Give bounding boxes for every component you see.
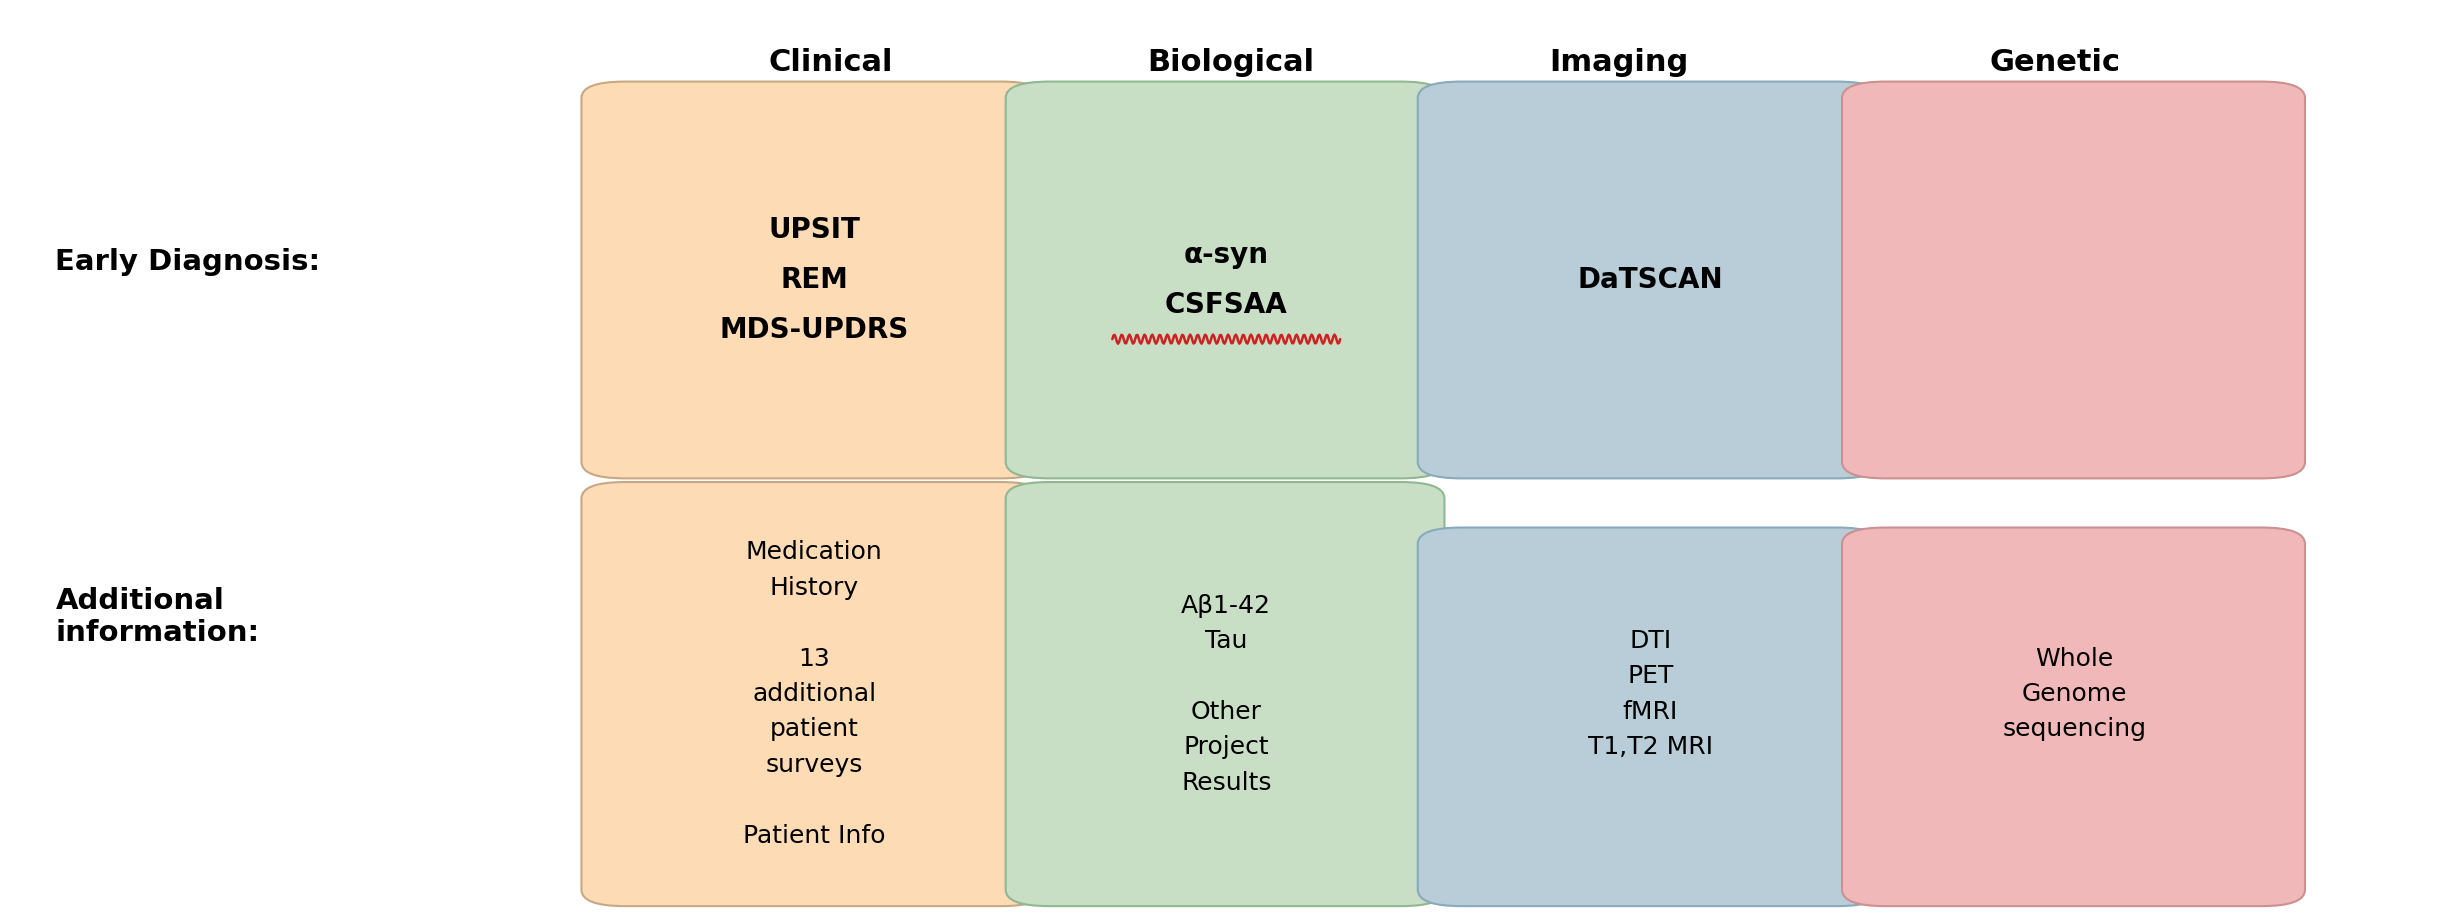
- FancyBboxPatch shape: [1007, 81, 1443, 479]
- FancyBboxPatch shape: [1843, 81, 2304, 479]
- Text: Medication
History

13
additional
patient
surveys

Patient Info: Medication History 13 additional patient…: [744, 541, 885, 847]
- Text: DTI
PET
fMRI
T1,T2 MRI: DTI PET fMRI T1,T2 MRI: [1587, 629, 1714, 760]
- Text: Biological: Biological: [1148, 48, 1314, 77]
- Text: Genetic: Genetic: [1989, 48, 2121, 77]
- Text: Clinical: Clinical: [768, 48, 892, 77]
- Text: Imaging: Imaging: [1551, 48, 1690, 77]
- FancyBboxPatch shape: [580, 81, 1043, 479]
- Text: Aβ1-42
Tau

Other
Project
Results: Aβ1-42 Tau Other Project Results: [1180, 593, 1273, 795]
- Text: UPSIT
REM
MDS-UPDRS: UPSIT REM MDS-UPDRS: [719, 216, 909, 344]
- Text: Additional
information:: Additional information:: [56, 587, 258, 647]
- Text: α-syn
CSFSAA: α-syn CSFSAA: [1165, 241, 1287, 319]
- FancyBboxPatch shape: [1843, 528, 2304, 906]
- Text: Whole
Genome
sequencing: Whole Genome sequencing: [2002, 647, 2148, 741]
- FancyBboxPatch shape: [1419, 81, 1880, 479]
- FancyBboxPatch shape: [1007, 482, 1443, 906]
- Text: DaTSCAN: DaTSCAN: [1577, 266, 1724, 294]
- FancyBboxPatch shape: [1419, 528, 1880, 906]
- Text: Early Diagnosis:: Early Diagnosis:: [56, 248, 319, 275]
- FancyBboxPatch shape: [580, 482, 1043, 906]
